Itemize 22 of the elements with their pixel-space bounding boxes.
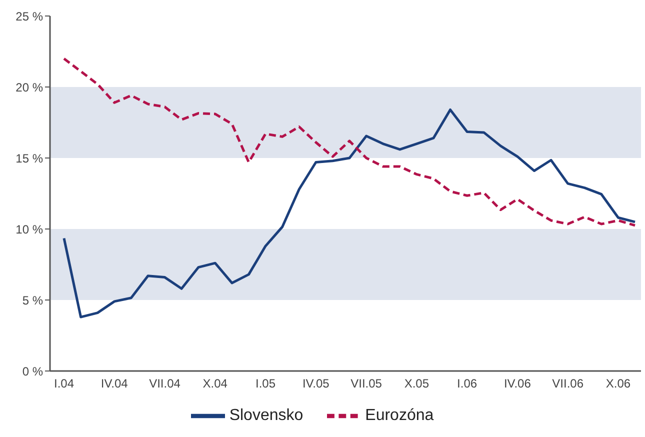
line-series	[62, 57, 636, 227]
y-tick-label: 15 %	[16, 151, 44, 166]
legend-label: Eurozóna	[365, 407, 434, 424]
y-tick-label: 20 %	[16, 80, 44, 94]
x-tick-label: X.06	[606, 376, 631, 391]
x-tick-label: I.06	[457, 376, 478, 391]
x-tick-label: IV.04	[100, 376, 128, 391]
y-tick-label: 10 %	[16, 222, 44, 236]
x-tick-label: I.04	[54, 376, 74, 391]
x-tick-label: X.04	[202, 376, 228, 391]
y-tick-label: 5 %	[22, 293, 44, 308]
line-series	[62, 108, 636, 318]
x-tick-label: I.05	[256, 376, 276, 391]
x-tick-label: VII.05	[350, 376, 382, 391]
x-tick-label: IV.05	[302, 376, 330, 391]
x-tick-label: VII.04	[149, 376, 181, 391]
y-tick-label: 25 %	[16, 9, 44, 24]
x-tick-label: VII.06	[552, 376, 584, 391]
x-tick-label: IV.06	[504, 376, 532, 391]
y-tick-label: 0 %	[22, 364, 44, 378]
legend-label: Slovensko	[229, 407, 304, 424]
x-tick-label: X.05	[404, 376, 430, 391]
